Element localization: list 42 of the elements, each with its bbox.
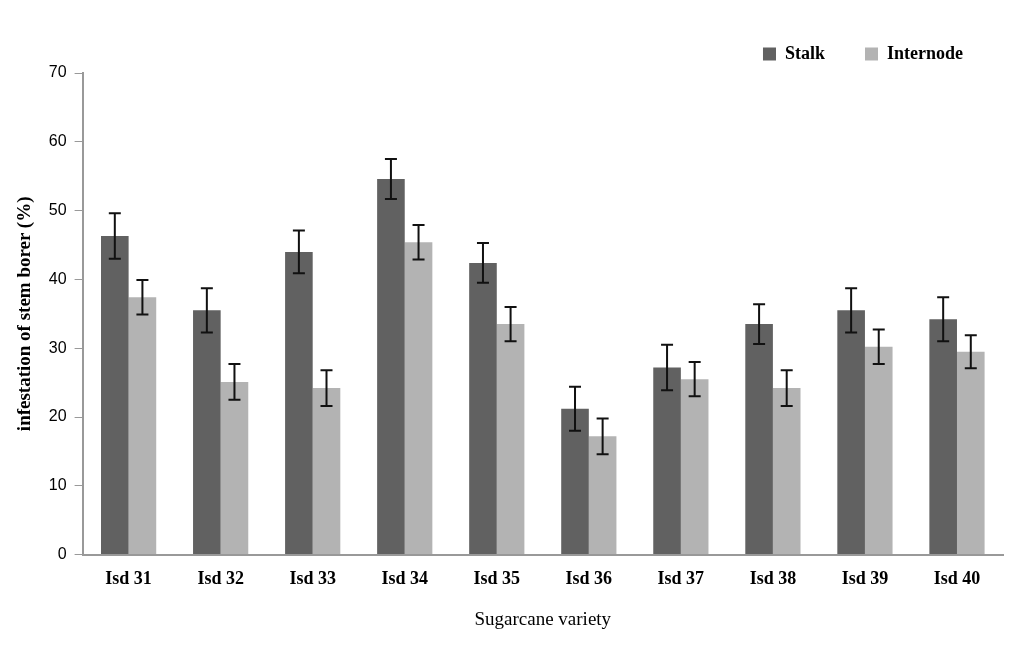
y-tick-label: 50 [48,201,67,219]
x-tick-label: Isd 31 [105,568,152,589]
y-tick-label: 70 [48,63,67,81]
y-tick-label: 20 [48,407,67,425]
x-tick-label: Isd 33 [289,568,336,589]
x-tick-label: Isd 34 [381,568,428,589]
x-tick-label: Isd 38 [749,568,797,589]
bar [929,319,957,555]
bar [653,367,681,555]
bar [469,262,497,555]
bar [377,178,405,555]
x-tick-label: Isd 40 [933,568,981,589]
bar [772,388,801,555]
y-tick-label: 30 [48,338,67,356]
bar [496,324,525,555]
x-axis-title: Sugarcane variety [474,607,612,629]
legend-label: Stalk [784,42,826,63]
x-tick-label: Isd 39 [841,568,889,589]
bar [193,310,221,555]
y-tick-label: 10 [48,476,67,494]
bar [956,351,985,555]
bar [101,236,129,555]
bar [837,310,865,555]
y-tick-label: 40 [48,269,67,287]
y-tick-label: 60 [48,132,67,150]
bar [404,242,433,555]
x-tick-label: Isd 36 [565,568,613,589]
bar [220,381,249,555]
x-tick-label: Isd 32 [197,568,244,589]
legend-label: Internode [887,42,964,63]
y-tick-label: 0 [57,545,67,563]
bar [285,251,313,555]
y-axis-title: infestation of stem borer (%) [13,196,36,432]
bar [864,346,893,555]
bar [588,436,617,555]
x-tick-label: Isd 37 [657,568,705,589]
bar [128,297,157,555]
bar [312,388,341,555]
bar [745,324,773,555]
bar [680,379,709,555]
bar [561,408,589,555]
x-tick-label: Isd 35 [473,568,521,589]
